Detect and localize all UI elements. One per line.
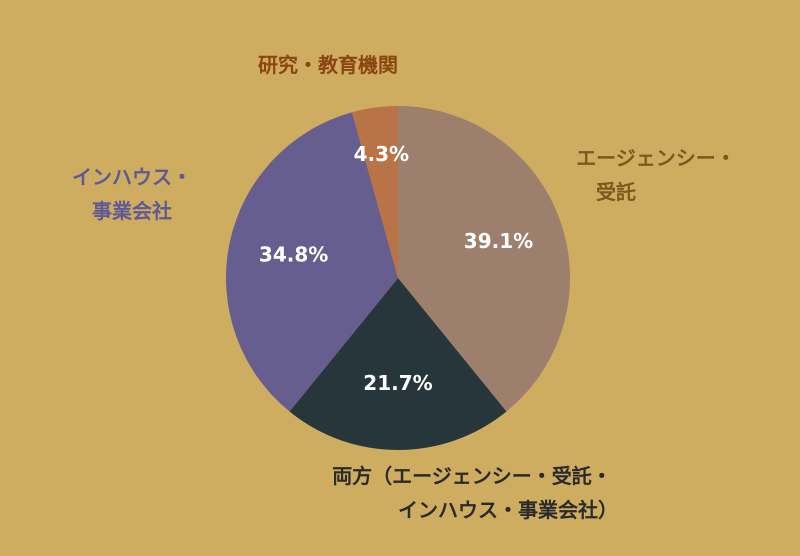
slice-percentage-label: 21.7% [363, 371, 432, 395]
pie-slice [226, 112, 398, 412]
pie-slice [289, 278, 507, 450]
slice-percentage-label: 34.8% [259, 243, 328, 267]
percentage-labels: 39.1% 21.7% 34.8% 4.3% [259, 142, 533, 395]
pie-slices [226, 106, 570, 450]
slice-percentage-label: 4.3% [354, 142, 409, 166]
category-label-line: 受託 [596, 180, 636, 204]
category-label-line: 研究・教育機関 [258, 53, 398, 77]
slice-percentage-label: 39.1% [464, 229, 533, 253]
category-label: インハウス・事業会社 [72, 165, 192, 223]
category-label-line: 事業会社 [92, 199, 172, 223]
category-label-line: 両方（エージェンシー・受託・ [332, 464, 612, 488]
category-label: 研究・教育機関 [258, 53, 398, 77]
category-label-line: エージェンシー・ [576, 146, 736, 170]
category-label-line: インハウス・事業会社） [398, 498, 618, 522]
pie-slice [352, 106, 398, 278]
category-label: エージェンシー・受託 [576, 146, 736, 204]
category-label-line: インハウス・ [72, 165, 192, 189]
category-labels: エージェンシー・受託両方（エージェンシー・受託・インハウス・事業会社）インハウス… [72, 53, 736, 522]
pie-slice [398, 106, 570, 412]
category-label: 両方（エージェンシー・受託・インハウス・事業会社） [332, 464, 618, 522]
